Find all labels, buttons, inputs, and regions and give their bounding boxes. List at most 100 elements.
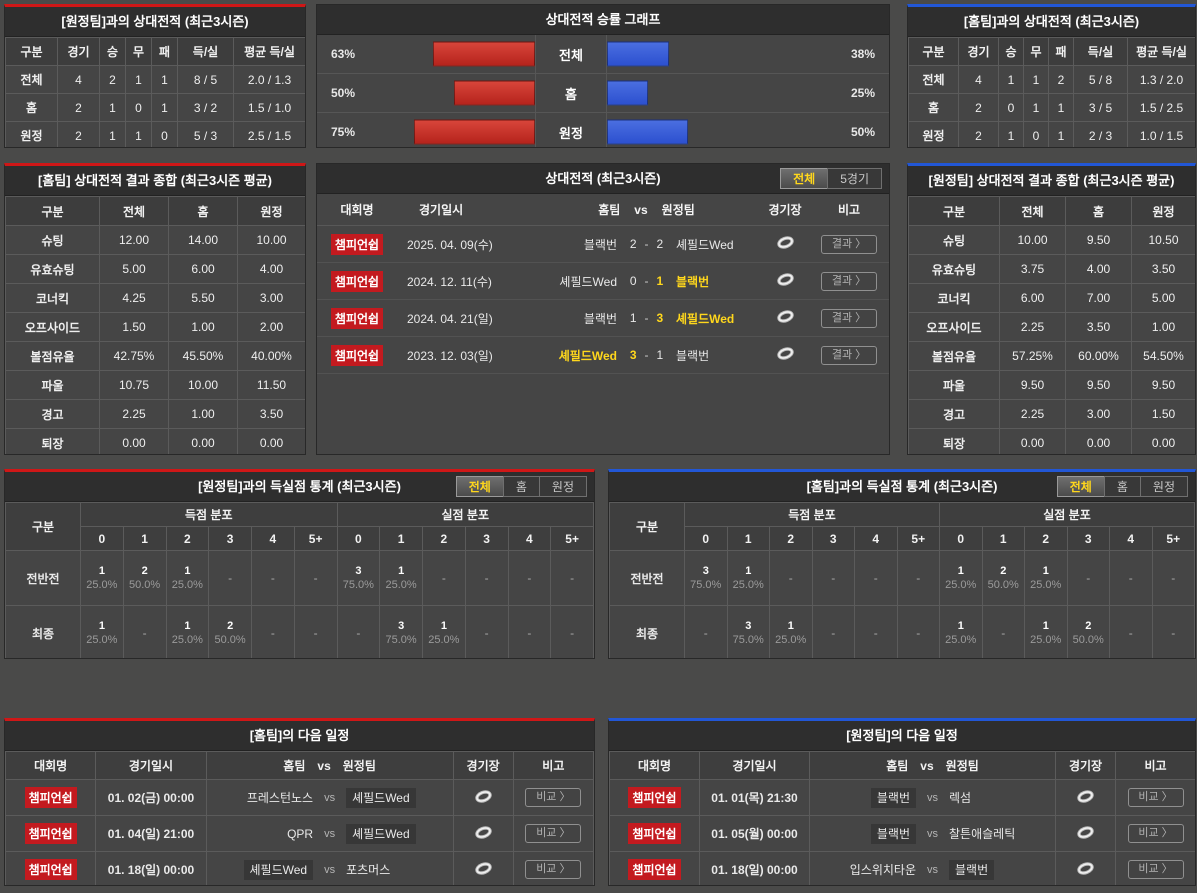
match-row: 챔피언쉽 2025. 04. 09(수) 블랙번 2-2 셰필드Wed 결과 〉 bbox=[317, 226, 889, 263]
away-goals-table-mount: 구분 득점 분포 실점 분포 0 1 2 3 4 5+ 0 1 2 3 4 5+ 전반전 1 25.0% 2 50.0… bbox=[5, 502, 594, 658]
filter-button[interactable]: 홈 bbox=[502, 476, 540, 497]
count-value: 1 bbox=[745, 564, 752, 577]
stadium-icon[interactable] bbox=[776, 309, 795, 324]
match-date: 2025. 04. 09(수) bbox=[407, 237, 493, 252]
panel-title-text: 상대전적 (최근3시즌) bbox=[545, 171, 661, 186]
filter-button[interactable]: 전체 bbox=[780, 168, 829, 189]
stadium-icon[interactable] bbox=[474, 789, 493, 804]
row-label: 전체 bbox=[5, 65, 58, 94]
filter-button[interactable]: 원정 bbox=[1139, 476, 1188, 497]
stat-cell: 2 bbox=[99, 65, 126, 94]
row-label: 전반전 bbox=[609, 550, 685, 606]
stat-cell: 0.00 bbox=[1131, 428, 1195, 454]
percent-value: 50.0% bbox=[214, 633, 246, 646]
compare-button[interactable]: 비교 〉 bbox=[525, 788, 582, 807]
column-header: vs bbox=[634, 202, 648, 217]
league-badge: 챔피언쉽 bbox=[24, 787, 77, 808]
percent-value: 25.0% bbox=[1030, 578, 1062, 591]
result-button[interactable]: 결과 〉 bbox=[821, 271, 877, 291]
compare-button[interactable]: 비교 〉 bbox=[525, 824, 582, 843]
panel-h2h-matches: 상대전적 (최근3시즌) 전체 5경기 대회명 경기일시 홈팀 vs 원정팀 경기장 비고 챔피… bbox=[316, 163, 890, 455]
stadium-icon[interactable] bbox=[776, 235, 795, 250]
home-team-name: 셰필드Wed bbox=[243, 860, 314, 880]
panel-title: [원정팀]과의 득실점 통계 (최근3시즌) 전체 홈 원정 bbox=[5, 472, 594, 502]
stat-cell: 4.25 bbox=[99, 283, 169, 313]
filter-button[interactable]: 원정 bbox=[538, 476, 587, 497]
column-header: 패 bbox=[151, 37, 178, 66]
filter-button[interactable]: 홈 bbox=[1103, 476, 1141, 497]
compare-button[interactable]: 비교 〉 bbox=[1127, 788, 1184, 807]
panel-away-schedule: [원정팀]의 다음 일정 대회명 경기일시 홈팀 vs 원정팀 경기장 비고 챔피언쉽 01. … bbox=[608, 718, 1196, 886]
compare-button[interactable]: 비교 〉 bbox=[1127, 860, 1184, 879]
percent-value: 50.0% bbox=[129, 578, 161, 591]
stat-cell: 0 bbox=[1023, 121, 1049, 147]
stat-cell: 2 bbox=[958, 121, 999, 147]
league-badge: 챔피언쉽 bbox=[628, 859, 681, 880]
home-score: 2 bbox=[629, 237, 637, 251]
panel-home-schedule: [홈팀]의 다음 일정 대회명 경기일시 홈팀 vs 원정팀 경기장 비고 챔피언쉽 01. 0… bbox=[4, 718, 595, 886]
stadium-icon[interactable] bbox=[776, 346, 795, 361]
stat-cell: 1.5 / 2.5 bbox=[1127, 93, 1195, 122]
panel-title: [원정팀]과의 상대전적 (최근3시즌) bbox=[5, 7, 305, 37]
goals-conceded-cell: - bbox=[422, 550, 466, 606]
stadium-icon[interactable] bbox=[1076, 825, 1095, 840]
column-header: 경기일시 bbox=[419, 203, 464, 217]
stadium-icon[interactable] bbox=[474, 825, 493, 840]
percent-value: 50.0% bbox=[987, 578, 1019, 591]
stadium-icon[interactable] bbox=[474, 861, 493, 876]
column-header: 3 bbox=[464, 526, 509, 551]
result-button[interactable]: 결과 〉 bbox=[821, 345, 877, 365]
result-button[interactable]: 결과 〉 bbox=[821, 234, 877, 254]
home-score: 1 bbox=[629, 311, 637, 325]
home-winrate-bar bbox=[432, 41, 535, 67]
stadium-icon[interactable] bbox=[1076, 861, 1095, 876]
filter-button[interactable]: 전체 bbox=[1056, 476, 1105, 497]
stadium-icon[interactable] bbox=[776, 272, 795, 287]
percent-value: 25.0% bbox=[732, 578, 764, 591]
score-separator: - bbox=[644, 311, 649, 325]
count-value: 2 bbox=[1085, 619, 1092, 632]
group-header: 득점 분포 bbox=[80, 502, 338, 527]
compare-button[interactable]: 비교 〉 bbox=[1127, 824, 1184, 843]
away-score: 1 bbox=[656, 274, 664, 288]
table-row: 볼점유율 57.25% 60.00% 54.50% bbox=[908, 341, 1195, 371]
home-winrate-bar bbox=[454, 80, 535, 106]
stadium-icon[interactable] bbox=[1076, 789, 1095, 804]
empty-value: - bbox=[873, 571, 878, 585]
result-button[interactable]: 결과 〉 bbox=[821, 308, 877, 328]
match-date: 2024. 12. 11(수) bbox=[407, 274, 492, 289]
away-team-name: 블랙번 bbox=[676, 274, 710, 289]
filter-button[interactable]: 5경기 bbox=[827, 168, 882, 189]
filter-button[interactable]: 전체 bbox=[455, 476, 504, 497]
column-header: 4 bbox=[251, 526, 295, 551]
header-row: 구분 전체 홈 원정 bbox=[908, 196, 1195, 226]
empty-value: - bbox=[1001, 626, 1006, 640]
column-header: 1 bbox=[726, 526, 770, 551]
row-label: 코너킥 bbox=[5, 283, 100, 313]
away-score: 3 bbox=[656, 311, 664, 325]
table-row: 유효슈팅 3.75 4.00 3.50 bbox=[908, 254, 1195, 284]
header-row: 대회명 경기일시 홈팀 vs 원정팀 경기장 비고 bbox=[5, 751, 594, 780]
top-row: [원정팀]과의 상대전적 (최근3시즌) 구분 경기 승 무 패 득/실 평균 득/실 전체 4… bbox=[4, 0, 1197, 148]
count-value: 3 bbox=[398, 619, 405, 632]
column-header: 구분 bbox=[5, 37, 58, 66]
header-row: 구분 득점 분포 실점 분포 bbox=[5, 502, 594, 551]
stat-cell: 3.00 bbox=[1065, 399, 1132, 429]
header-row: 구분 전체 홈 원정 bbox=[5, 196, 305, 226]
stat-cell: 3.50 bbox=[1131, 254, 1195, 284]
home-team-name: 셰필드Wed bbox=[558, 348, 617, 363]
table-row: 최종 1 25.0% -1 25.0% 2 50.0% - - -3 75.0% 1 25.0% - - - bbox=[5, 605, 594, 658]
compare-button[interactable]: 비교 〉 bbox=[525, 860, 582, 879]
stat-cell: 1 bbox=[151, 93, 178, 122]
chart-row: 50% 홈 25% bbox=[317, 74, 889, 113]
stat-cell: 5.50 bbox=[168, 283, 238, 313]
empty-value: - bbox=[313, 626, 318, 640]
goals-scored-cell: 1 25.0% bbox=[769, 605, 813, 658]
column-header: 평균 득/실 bbox=[1127, 37, 1195, 66]
table-row: 슈팅 12.00 14.00 10.00 bbox=[5, 225, 305, 255]
column-header: 경기장 bbox=[452, 751, 514, 780]
stat-cell: 10.00 bbox=[168, 370, 238, 400]
goals-scored-cell: - bbox=[896, 605, 940, 658]
row-label: 경고 bbox=[908, 399, 1000, 429]
stat-cell: 2.25 bbox=[999, 312, 1066, 342]
